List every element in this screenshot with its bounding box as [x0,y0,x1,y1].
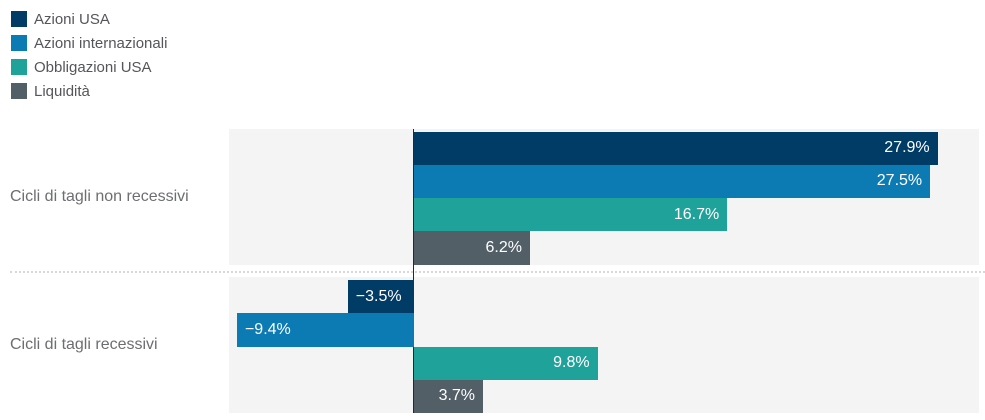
bar-liquidit-group-1: 6.2% [413,231,530,265]
group-separator-line [10,270,985,273]
category-label-non-recessivi: Cicli di tagli non recessivi [10,187,189,205]
legend-label: Obbligazioni USA [34,58,152,76]
category-label-recessivi: Cicli di tagli recessivi [10,336,158,353]
legend-item-liquidita: Liquidità [11,79,167,103]
bar-value-label: 27.9% [884,139,930,157]
legend-swatch-liquidita [11,83,27,99]
legend-item-azioni-usa: Azioni USA [11,7,167,31]
zero-axis-line [412,128,415,413]
bar-value-label: 9.8% [553,354,590,372]
bar-azioni-usa-group-2: −3.5% [347,280,414,314]
legend-label: Liquidità [34,82,90,100]
legend-label: Azioni internazionali [34,34,168,52]
legend-swatch-azioni-usa [11,11,27,27]
legend-label: Azioni USA [34,10,110,28]
bar-liquidit-group-2: 3.7% [413,379,484,413]
bar-obbligazioni-usa-group-2: 9.8% [413,346,598,380]
legend: Azioni USA Azioni internazionali Obbliga… [11,7,167,103]
legend-swatch-obbligazioni-usa [11,59,27,75]
bar-azioni-usa-group-1: 27.9% [413,131,938,165]
bar-value-label: 3.7% [438,387,476,405]
legend-swatch-azioni-internazionali [11,35,27,51]
bar-value-label: 16.7% [673,205,720,223]
bar-value-label: −3.5% [355,287,402,305]
bar-obbligazioni-usa-group-1: 16.7% [413,198,728,232]
bar-azioni-internazionali-group-2: −9.4% [236,313,414,347]
legend-item-azioni-internazionali: Azioni internazionali [11,31,167,55]
bar-azioni-internazionali-group-1: 27.5% [413,164,931,198]
legend-item-obbligazioni-usa: Obbligazioni USA [11,55,167,79]
bar-value-label: 6.2% [485,238,522,256]
bar-value-label: 27.5% [876,172,923,190]
bar-value-label: −9.4% [244,320,291,338]
